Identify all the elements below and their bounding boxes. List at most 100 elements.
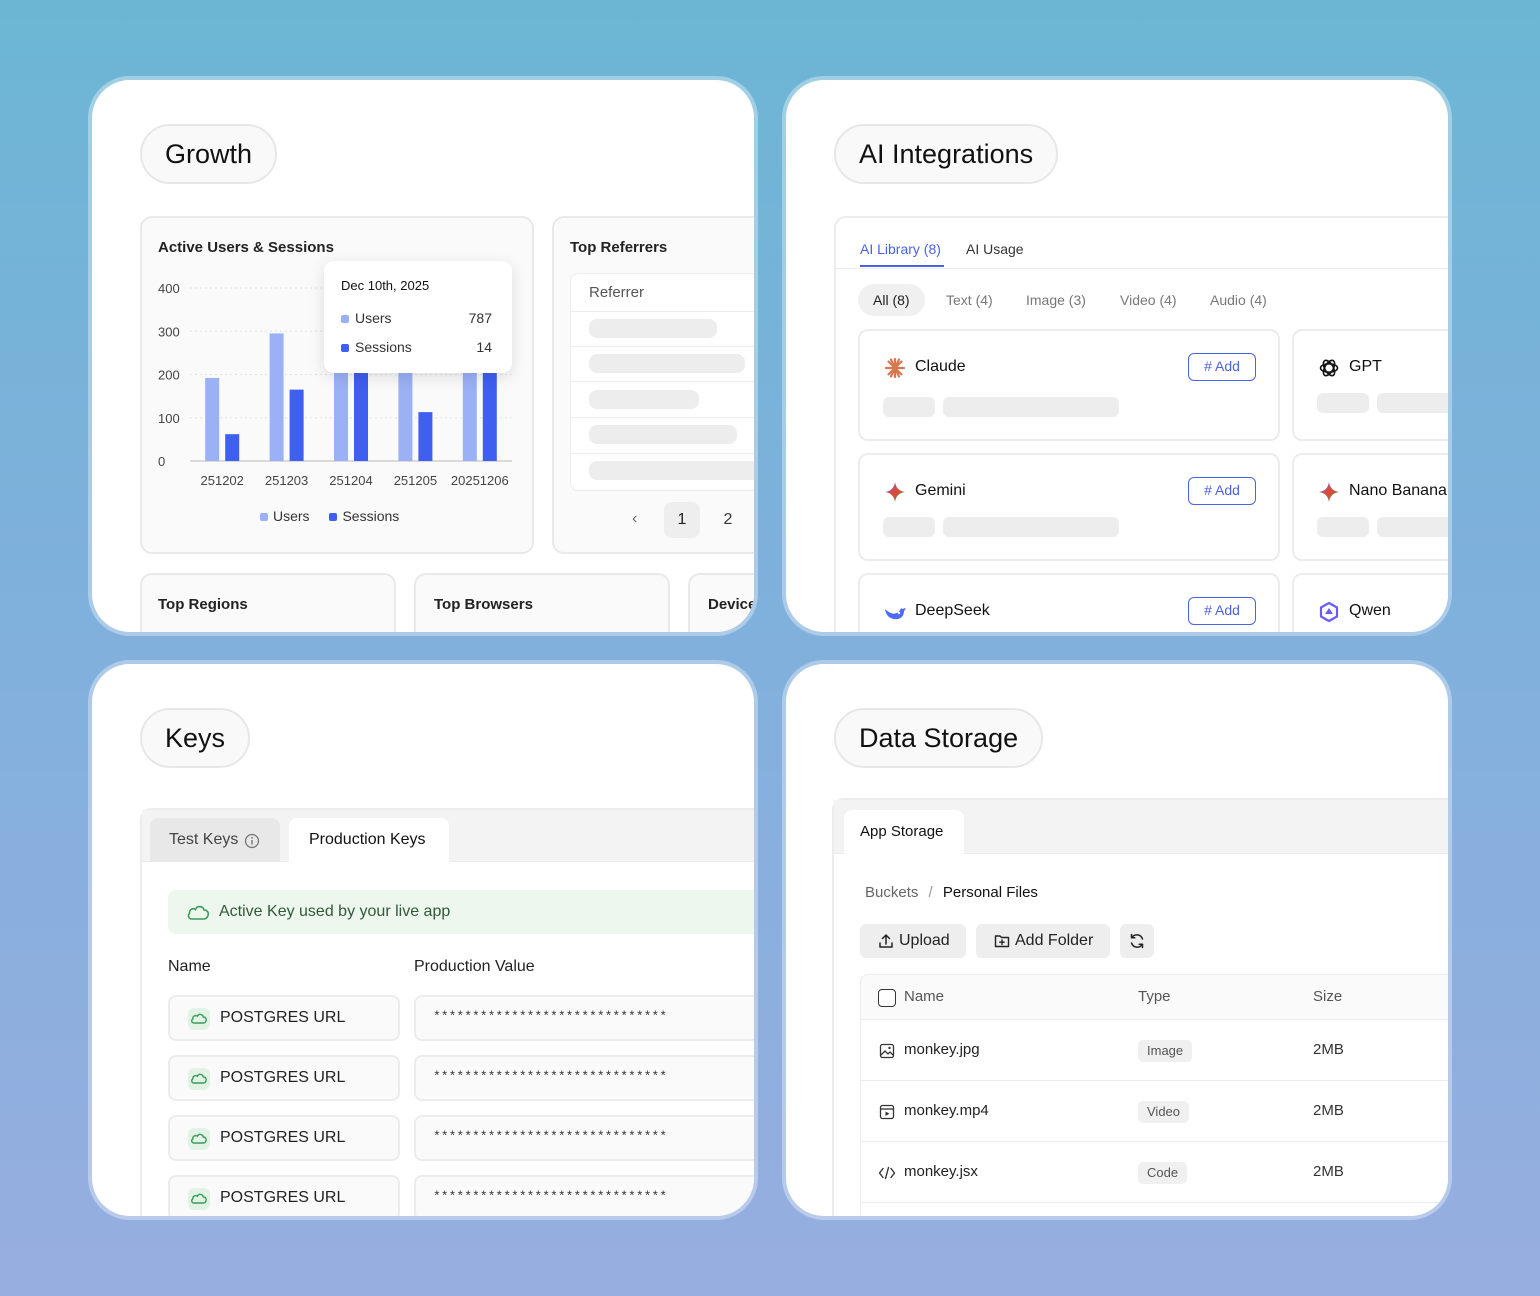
info-icon <box>244 833 260 849</box>
image-file-icon <box>879 1043 895 1059</box>
key-label: POSTGRES URL <box>220 1129 346 1146</box>
table-row[interactable] <box>861 1202 1448 1216</box>
key-name-cell[interactable]: POSTGRES URL <box>168 1175 400 1216</box>
select-all-checkbox[interactable] <box>878 989 896 1007</box>
y-tick-label: 300 <box>158 324 180 339</box>
add-folder-label: Add Folder <box>1015 932 1094 949</box>
file-size: 2MB <box>1313 1041 1344 1058</box>
bar-users-251202[interactable] <box>205 377 220 461</box>
model-card-claude[interactable]: Claude # Add <box>858 329 1280 441</box>
deepseek-whale-icon <box>885 608 906 620</box>
bar-users-251204[interactable] <box>334 365 348 461</box>
add-button[interactable]: # Add <box>1188 597 1256 625</box>
filter-all[interactable]: All (8) <box>858 284 925 316</box>
chart-legend: Users Sessions <box>260 508 399 524</box>
model-name: Nano Banana <box>1349 482 1447 499</box>
cloud-icon <box>188 1008 210 1030</box>
files-table: Name Type Size monkey.jpg Image 2MB <box>860 974 1448 1216</box>
banner-text: Active Key used by your live app <box>219 903 451 920</box>
col-size-header[interactable]: Size <box>1313 988 1343 1005</box>
upload-button[interactable]: Upload <box>860 924 966 958</box>
tooltip-users-value: 787 <box>468 310 492 326</box>
table-row[interactable]: monkey.jpg Image 2MB <box>861 1019 1448 1080</box>
model-card-nano-banana[interactable]: Nano Banana <box>1292 453 1448 561</box>
active-key-banner: Active Key used by your live app <box>168 890 754 934</box>
x-tick-label: 251204 <box>329 473 372 488</box>
skeleton-bar <box>589 354 745 373</box>
model-card-gpt[interactable]: GPT <box>1292 329 1448 441</box>
file-name: monkey.jsx <box>904 1163 978 1180</box>
x-tick-label: 251205 <box>394 473 437 488</box>
folder-plus-icon <box>994 935 1010 948</box>
add-button[interactable]: # Add <box>1188 477 1256 505</box>
model-name: Gemini <box>915 482 966 499</box>
model-name: Qwen <box>1349 602 1391 619</box>
gemini-icon <box>1319 482 1339 502</box>
skeleton-bar <box>589 425 737 444</box>
tooltip-users-label: Users <box>355 310 392 326</box>
tooltip-users-swatch <box>341 315 349 323</box>
skeleton-bar <box>943 517 1119 537</box>
chart-bars <box>205 333 497 461</box>
bar-users-251205[interactable] <box>398 365 413 461</box>
key-name-cell[interactable]: POSTGRES URL <box>168 995 400 1041</box>
key-value-cell[interactable]: ****************************** <box>414 1055 754 1101</box>
bar-sessions-251203[interactable] <box>289 389 304 461</box>
table-row[interactable]: monkey.mp4 Video 2MB <box>861 1080 1448 1141</box>
bar-users-20251206[interactable] <box>462 365 477 461</box>
tab-test-keys[interactable]: Test Keys <box>150 818 280 862</box>
tab-ai-usage[interactable]: AI Usage <box>966 241 1024 257</box>
model-name: GPT <box>1349 358 1382 375</box>
y-tick-label: 0 <box>158 454 165 469</box>
openai-icon <box>1319 359 1339 377</box>
add-button[interactable]: # Add <box>1188 353 1256 381</box>
table-row[interactable]: monkey.jsx Code 2MB <box>861 1141 1448 1202</box>
add-folder-button[interactable]: Add Folder <box>976 924 1110 958</box>
breadcrumb-current: Personal Files <box>942 884 1038 901</box>
filter-image[interactable]: Image (3) <box>1026 292 1086 308</box>
bar-sessions-251205[interactable] <box>418 412 433 461</box>
skeleton-bar <box>883 517 935 537</box>
page-2-button[interactable]: 2 <box>723 511 733 528</box>
key-label: POSTGRES URL <box>220 1009 346 1026</box>
qwen-icon <box>1319 601 1339 623</box>
breadcrumb-root[interactable]: Buckets <box>865 884 919 901</box>
model-card-deepseek[interactable]: DeepSeek # Add <box>858 573 1280 632</box>
page-1-button[interactable]: 1 <box>664 502 700 538</box>
bar-users-251203[interactable] <box>269 333 284 461</box>
skeleton-bar <box>883 397 935 417</box>
col-type-header[interactable]: Type <box>1138 988 1171 1005</box>
add-label: Add <box>1215 602 1240 618</box>
top-regions-title: Top Regions <box>158 596 248 613</box>
tab-production-keys[interactable]: Production Keys <box>289 818 449 864</box>
bar-sessions-251204[interactable] <box>354 365 368 461</box>
bar-chart: 0 100 200 300 400 251202 251203 251204 251205 202… <box>158 281 512 488</box>
keys-panel: Keys Test Keys Production Keys Active Ke… <box>92 664 754 1216</box>
upload-icon <box>879 934 893 948</box>
refresh-button[interactable] <box>1120 924 1154 958</box>
tab-ai-library[interactable]: AI Library (8) <box>860 241 941 257</box>
skeleton-bar <box>1377 517 1448 537</box>
key-name-cell[interactable]: POSTGRES URL <box>168 1055 400 1101</box>
hash-icon: # <box>1204 482 1212 498</box>
file-size: 2MB <box>1313 1102 1344 1119</box>
storage-title: Data Storage <box>834 708 1044 768</box>
skeleton-bar <box>1317 393 1369 413</box>
keys-title: Keys <box>140 708 251 768</box>
key-value-cell[interactable]: ****************************** <box>414 1115 754 1161</box>
col-name-header[interactable]: Name <box>904 988 945 1005</box>
bar-sessions-251202[interactable] <box>225 434 240 461</box>
bar-sessions-20251206[interactable] <box>482 365 497 461</box>
model-card-gemini[interactable]: Gemini # Add <box>858 453 1280 561</box>
key-value-cell[interactable]: ****************************** <box>414 995 754 1041</box>
prev-page-chevron-icon[interactable]: ‹ <box>632 510 638 527</box>
key-name-cell[interactable]: POSTGRES URL <box>168 1115 400 1161</box>
model-card-qwen[interactable]: Qwen <box>1292 573 1448 632</box>
filter-audio[interactable]: Audio (4) <box>1210 292 1267 308</box>
filter-video[interactable]: Video (4) <box>1120 292 1177 308</box>
skeleton-bar <box>943 397 1119 417</box>
skeleton-bar <box>589 319 717 338</box>
filter-text[interactable]: Text (4) <box>946 292 993 308</box>
tab-app-storage[interactable]: App Storage <box>844 810 964 856</box>
key-value-cell[interactable]: ****************************** <box>414 1175 754 1216</box>
